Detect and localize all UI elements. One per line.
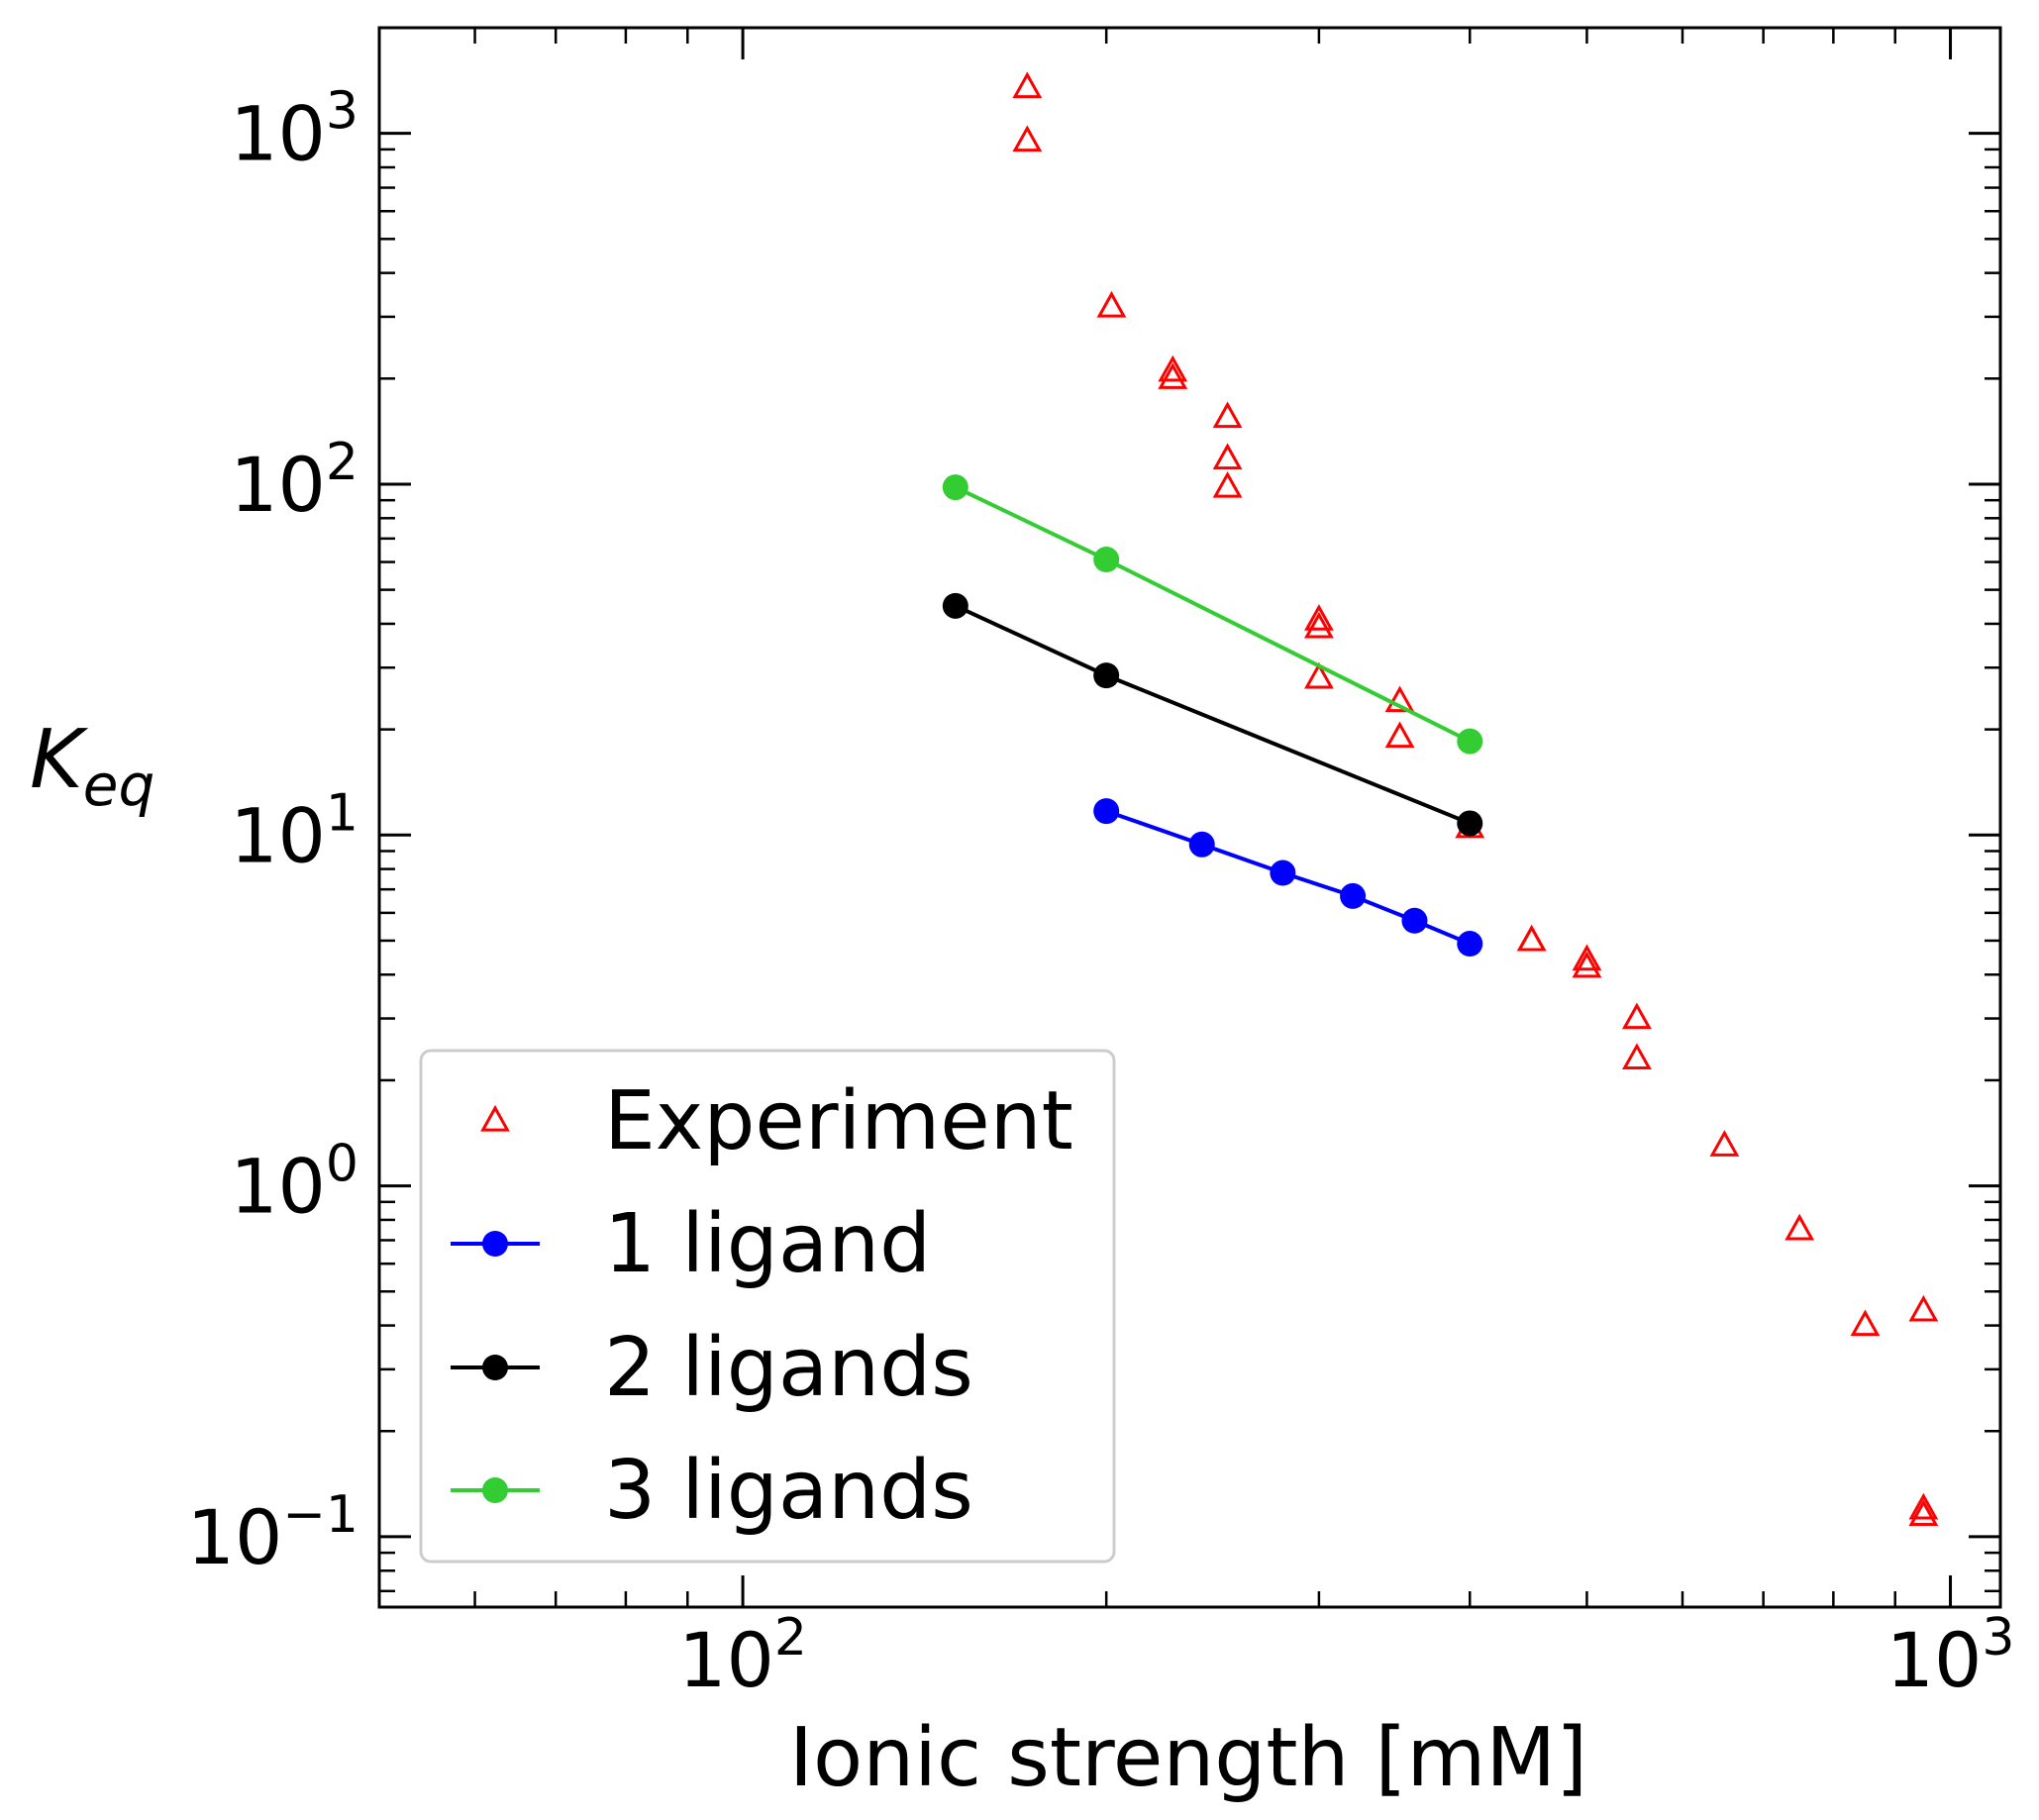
data-point-experiment (1709, 1130, 1740, 1157)
data-point-experiment (1012, 71, 1043, 99)
data-point-experiment (1212, 443, 1243, 470)
data-point-1-ligand (1188, 831, 1215, 858)
legend-box (419, 1049, 1116, 1564)
data-point-experiment (1622, 1043, 1652, 1070)
data-point-experiment (1784, 1213, 1815, 1241)
data-point-1-ligand (1270, 859, 1296, 886)
data-point-experiment (1572, 951, 1602, 978)
data-point-2-ligands (1093, 662, 1120, 689)
data-point-experiment (1908, 1492, 1939, 1520)
y-tick-label: 102 (230, 433, 358, 529)
legend-label-experiment: Experiment (604, 1074, 1073, 1168)
data-point-experiment (1572, 944, 1602, 971)
data-point-experiment (1212, 471, 1243, 498)
data-point-3-ligands (1457, 728, 1483, 755)
series-line-3-ligands (954, 485, 1472, 744)
data-point-1-ligand (1093, 798, 1120, 825)
legend-label-3-ligands: 3 ligands (604, 1444, 973, 1538)
data-point-2-ligands (942, 592, 969, 619)
data-point-1-ligand (1340, 882, 1367, 909)
data-point-experiment (1384, 721, 1415, 749)
data-point-experiment (1303, 611, 1334, 639)
data-point-1-ligand (1457, 931, 1483, 958)
y-tick-label: 101 (230, 783, 358, 879)
data-point-experiment (1908, 1499, 1939, 1526)
data-point-experiment (1516, 924, 1547, 952)
y-tick-label: 100 (230, 1135, 358, 1231)
y-tick-label: 103 (230, 82, 358, 178)
data-point-experiment (1303, 661, 1334, 689)
data-point-experiment (1303, 604, 1334, 631)
data-point-experiment (1158, 354, 1188, 382)
data-point-experiment (1384, 685, 1415, 713)
data-point-experiment (1158, 362, 1188, 389)
legend: Experiment 1 ligand 2 ligands 3 ligands (419, 1049, 1116, 1564)
data-point-2-ligands (1457, 810, 1483, 837)
legend-marker-1-ligand (482, 1231, 508, 1257)
legend-label-2-ligands: 2 ligands (604, 1321, 973, 1415)
y-tick-label: 10−1 (187, 1485, 358, 1581)
legend-marker-2-ligands (482, 1355, 508, 1380)
x-tick-label: 102 (678, 1608, 807, 1704)
data-point-1-ligand (1401, 907, 1428, 934)
x-tick-label: 103 (1886, 1608, 2015, 1704)
data-point-experiment (1622, 1002, 1652, 1030)
series-line-2-ligands (954, 604, 1472, 826)
series-layer (942, 71, 1939, 1526)
plot-frame (377, 26, 2002, 1609)
legend-label-1-ligand: 1 ligand (604, 1197, 931, 1291)
y-axis-label: Keq (30, 713, 154, 819)
data-point-experiment (1516, 924, 1547, 952)
data-point-experiment (1212, 401, 1243, 429)
axes: 102 103 10−1 100 101 102 103 (187, 26, 2015, 1704)
legend-marker-3-ligands (482, 1477, 508, 1503)
data-point-3-ligands (1093, 547, 1120, 573)
data-point-experiment (1012, 125, 1043, 152)
data-point-experiment (1096, 290, 1127, 318)
x-axis-label: Ionic strength [mM] (789, 1711, 1587, 1805)
legend-marker-experiment (480, 1104, 510, 1132)
data-point-experiment (1908, 1294, 1939, 1322)
data-point-experiment (1850, 1309, 1881, 1337)
data-point-3-ligands (942, 474, 969, 501)
